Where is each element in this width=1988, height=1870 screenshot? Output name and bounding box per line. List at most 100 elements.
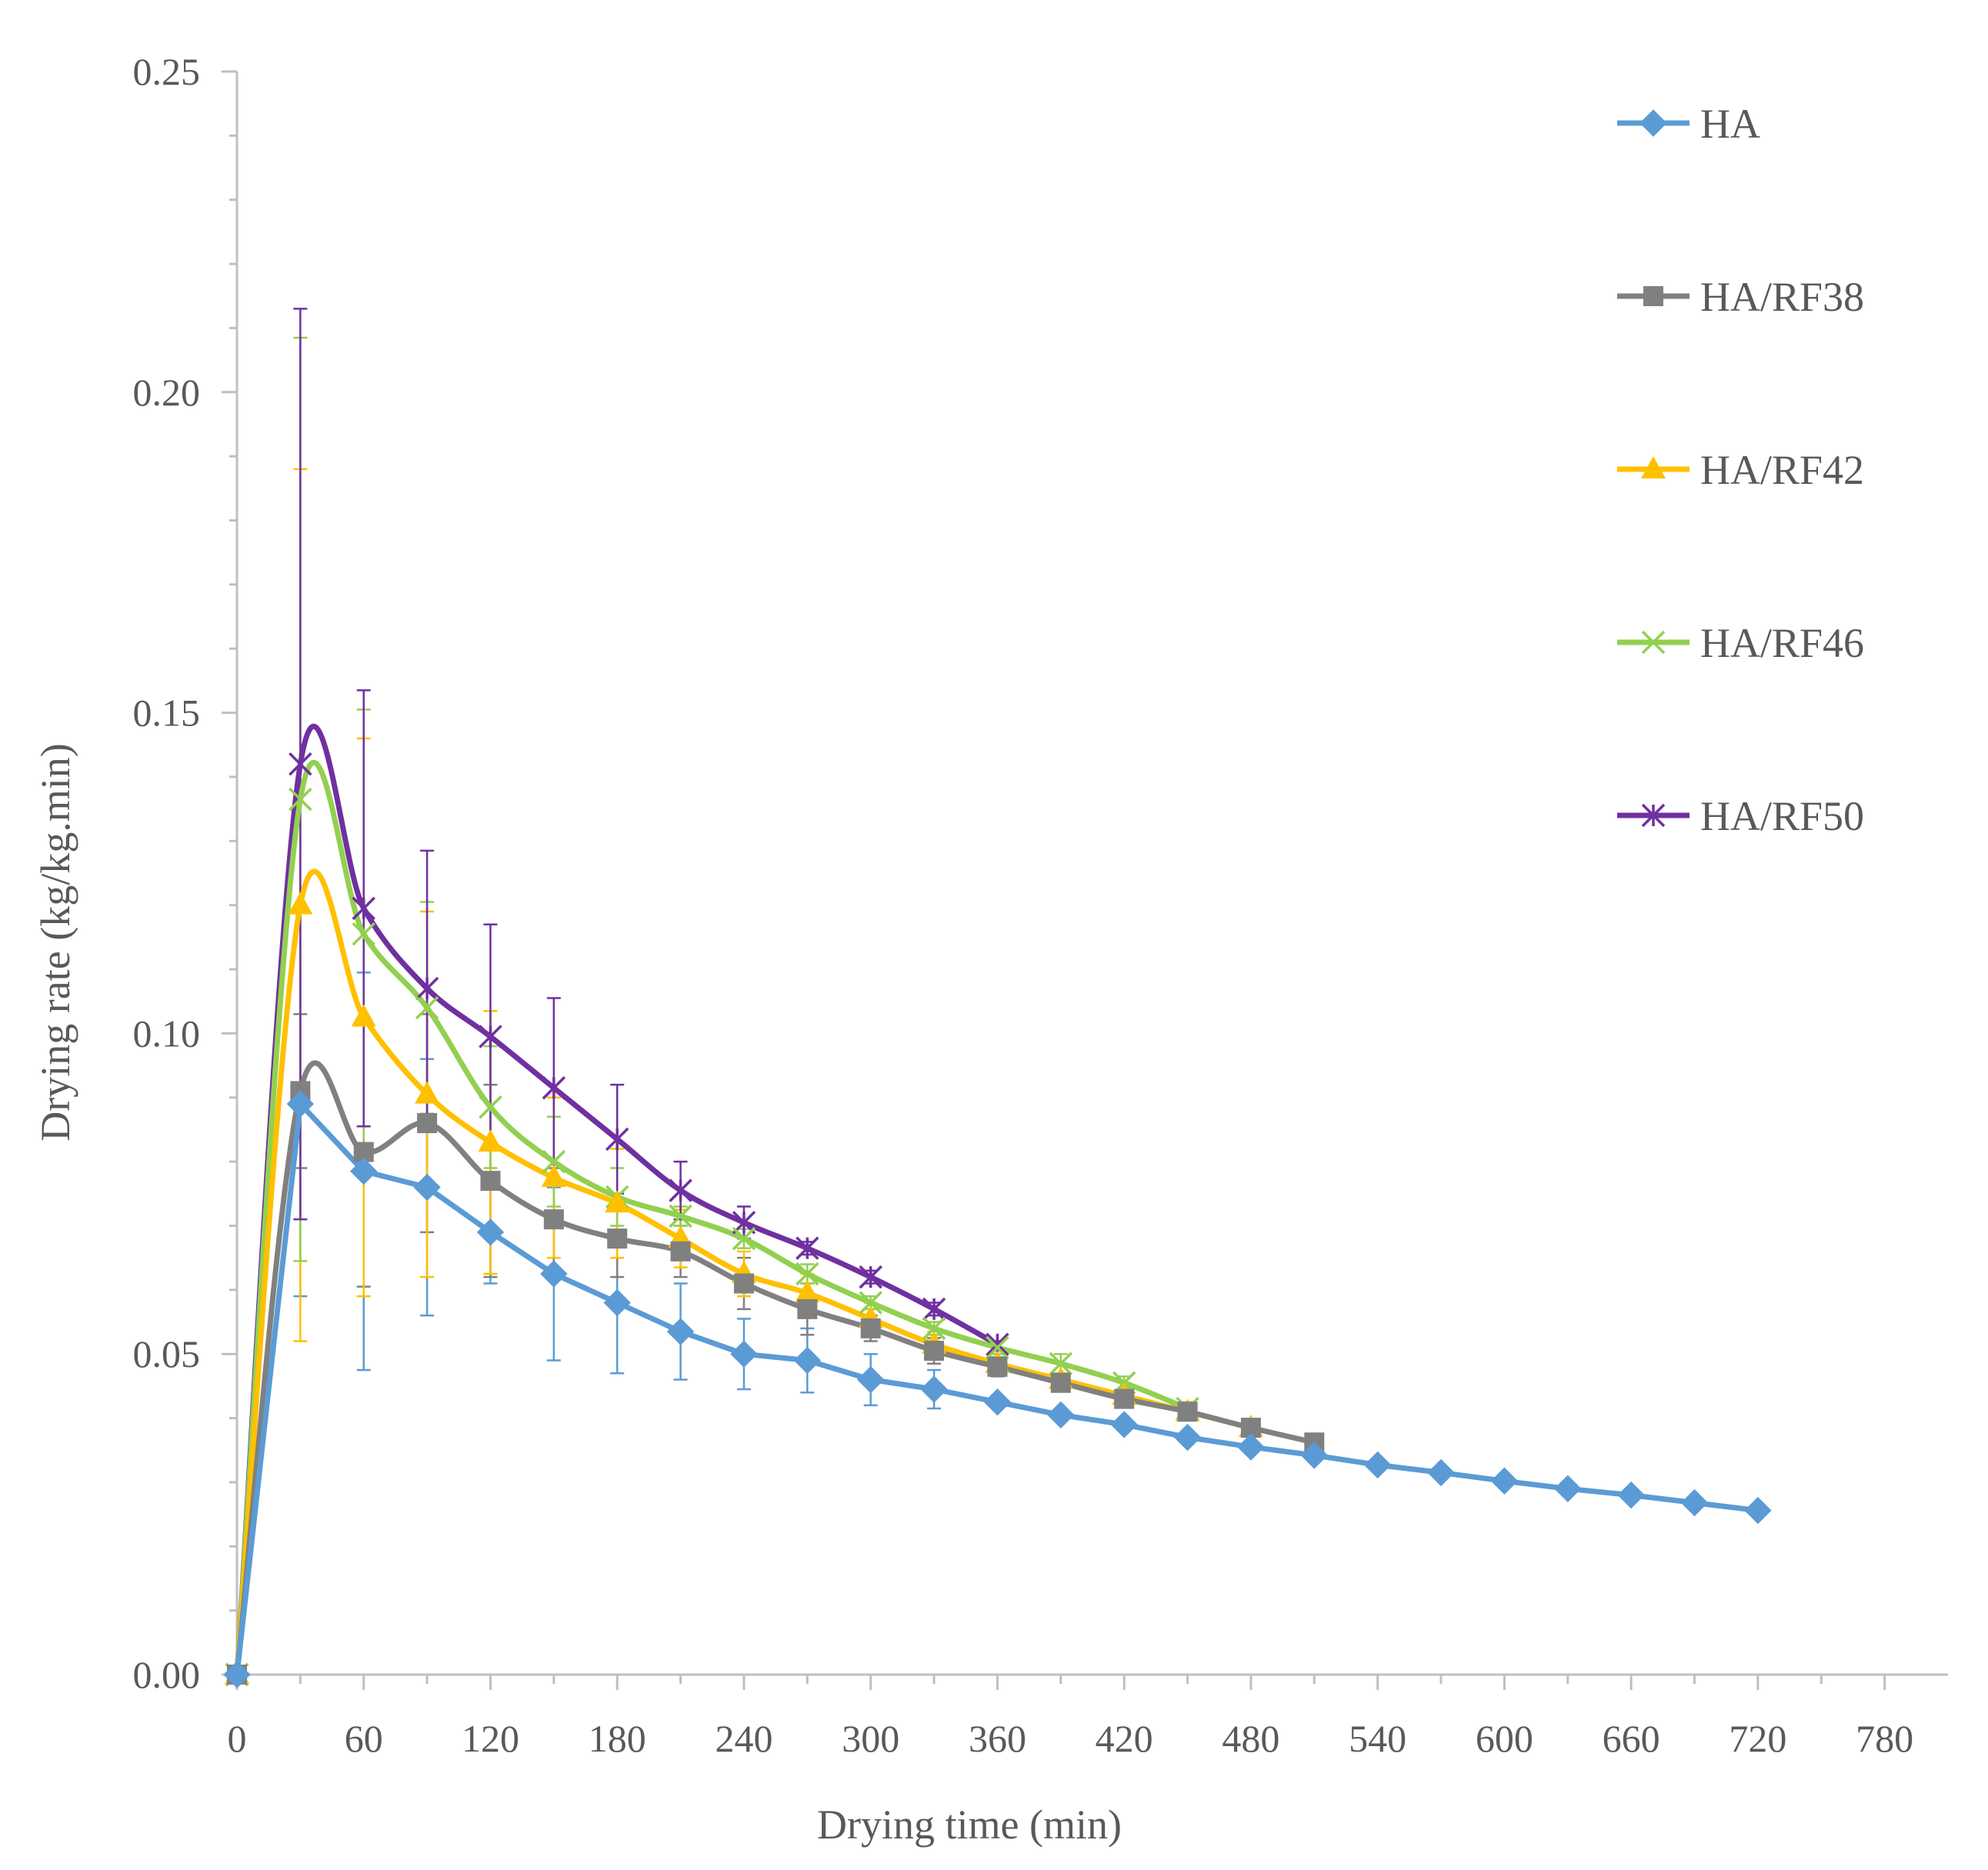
data-point-ha <box>1047 1401 1075 1429</box>
data-point-ha <box>920 1375 948 1403</box>
data-point-ha <box>730 1340 758 1368</box>
data-point-ha-rf50 <box>859 1265 882 1289</box>
series-line-ha-rf50 <box>234 723 1000 1678</box>
data-point-ha-rf38 <box>1050 1372 1071 1393</box>
data-point-ha-rf46 <box>415 995 439 1020</box>
error-bars <box>293 308 1195 1419</box>
data-point-ha-rf42 <box>478 1129 503 1152</box>
data-point-ha <box>856 1365 885 1394</box>
data-point-ha-rf46 <box>1049 1352 1073 1375</box>
data-point-ha-rf50 <box>922 1297 946 1322</box>
data-point-ha <box>540 1260 568 1288</box>
data-point-ha-rf42 <box>541 1164 566 1187</box>
x-tick-label: 540 <box>1349 1717 1406 1760</box>
data-point-ha-rf46 <box>479 1095 502 1119</box>
y-tick-label: 0.20 <box>133 371 201 414</box>
data-point-ha-rf38 <box>1114 1388 1135 1409</box>
data-point-ha-rf50 <box>479 1025 502 1048</box>
data-point-ha <box>1554 1475 1582 1502</box>
data-point-ha <box>1173 1423 1202 1452</box>
data-point-ha <box>413 1173 441 1202</box>
data-point-ha-rf38 <box>733 1273 754 1294</box>
data-point-ha-rf46 <box>859 1291 882 1315</box>
data-point-ha <box>1744 1496 1772 1525</box>
data-point-ha <box>1427 1458 1455 1487</box>
data-point-ha <box>983 1388 1012 1416</box>
data-point-ha-rf46 <box>922 1316 946 1341</box>
data-point-ha-rf50 <box>669 1178 692 1202</box>
y-tick-label: 0.05 <box>133 1332 201 1375</box>
data-point-ha <box>223 1661 251 1688</box>
legend-marker-ha-rf38 <box>1643 286 1663 306</box>
data-point-ha <box>793 1346 822 1375</box>
data-point-ha-rf42 <box>415 1081 440 1104</box>
x-tick-label: 420 <box>1096 1717 1153 1760</box>
legend: HA HA/RF38 HA/RF42 HA/RF46 HA/RF50 <box>1617 101 1864 839</box>
x-tick-label: 360 <box>969 1717 1026 1760</box>
legend-label-ha: HA <box>1700 101 1760 147</box>
series-line-ha-rf38 <box>234 1060 1317 1678</box>
y-tick-label: 0.25 <box>133 50 201 93</box>
x-axis-title: Drying time (min) <box>817 1802 1122 1848</box>
data-point-ha <box>666 1318 695 1345</box>
data-point-ha <box>603 1288 631 1317</box>
data-point-ha <box>476 1218 505 1246</box>
y-tick-label: 0.15 <box>133 692 201 735</box>
data-point-ha-rf50 <box>352 896 375 921</box>
data-point-ha-rf38 <box>480 1171 501 1192</box>
data-point-ha <box>1237 1433 1265 1461</box>
x-tick-label: 660 <box>1603 1717 1660 1760</box>
data-point-ha-rf38 <box>797 1298 818 1319</box>
data-point-ha-rf50 <box>415 976 439 1001</box>
axes: 0.00 0.05 0.10 0.15 0.20 0.25 0 60 120 180 240 300 3… <box>133 50 1948 1760</box>
data-point-ha-rf50 <box>542 1076 566 1100</box>
data-point-ha <box>1680 1488 1709 1517</box>
series-lines <box>234 723 1761 1678</box>
x-tick-label: 780 <box>1856 1717 1913 1760</box>
data-point-ha-rf46 <box>352 922 375 946</box>
data-point-ha-rf42 <box>351 1004 376 1027</box>
data-point-ha <box>1617 1481 1645 1509</box>
legend-label-ha-rf42: HA/RF42 <box>1700 447 1864 493</box>
data-point-ha-rf46 <box>669 1204 692 1228</box>
legend-marker-ha-rf46 <box>1641 630 1666 655</box>
series-line-ha-rf46 <box>234 759 1191 1678</box>
data-point-ha-rf38 <box>1177 1402 1198 1422</box>
data-point-ha <box>1110 1411 1138 1438</box>
data-point-ha-rf46 <box>289 787 312 812</box>
x-tick-label: 120 <box>462 1717 519 1760</box>
legend-marker-ha-rf42 <box>1641 456 1666 478</box>
data-point-ha-rf46 <box>796 1262 819 1286</box>
data-point-ha-rf46 <box>542 1149 566 1174</box>
series-markers <box>223 752 1772 1688</box>
legend-label-ha-rf38: HA/RF38 <box>1700 274 1864 320</box>
data-point-ha-rf38 <box>607 1228 628 1249</box>
data-point-ha-rf50 <box>796 1236 819 1260</box>
data-point-ha-rf38 <box>860 1318 881 1338</box>
data-point-ha-rf38 <box>417 1113 438 1134</box>
legend-label-ha-rf50: HA/RF50 <box>1700 793 1864 839</box>
data-point-ha-rf50 <box>289 752 312 776</box>
legend-label-ha-rf46: HA/RF46 <box>1700 620 1864 666</box>
data-point-ha-rf42 <box>605 1190 630 1213</box>
x-tick-label: 720 <box>1729 1717 1786 1760</box>
data-point-ha <box>1300 1442 1329 1469</box>
data-point-ha-rf38 <box>670 1241 691 1262</box>
data-point-ha <box>350 1157 378 1185</box>
data-point-ha <box>1363 1451 1392 1479</box>
x-tick-label: 240 <box>715 1717 772 1760</box>
y-tick-label: 0.00 <box>133 1653 201 1696</box>
data-point-ha-rf46 <box>732 1226 756 1251</box>
data-point-ha-rf38 <box>543 1209 564 1230</box>
data-point-ha-rf50 <box>605 1127 629 1152</box>
data-point-ha <box>286 1090 315 1118</box>
x-tick-label: 60 <box>345 1717 383 1760</box>
y-axis-title: Drying rate (kg/kg.min) <box>32 743 78 1141</box>
data-point-ha-rf42 <box>795 1280 820 1303</box>
x-tick-label: 480 <box>1222 1717 1279 1760</box>
data-point-ha-rf38 <box>924 1341 945 1362</box>
x-tick-label: 300 <box>842 1717 899 1760</box>
data-point-ha-rf46 <box>986 1335 1009 1360</box>
legend-marker-ha-rf50 <box>1641 803 1666 828</box>
